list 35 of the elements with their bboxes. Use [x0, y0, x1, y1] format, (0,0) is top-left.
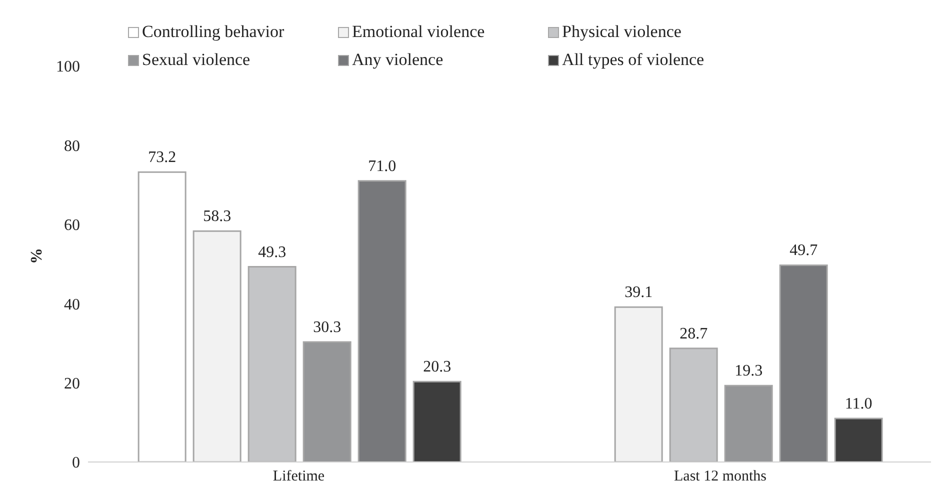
bar — [192, 230, 242, 462]
data-label: 20.3 — [423, 358, 452, 376]
y-tick-label: 20 — [64, 375, 80, 392]
x-tick-label: Last 12 months — [674, 468, 767, 485]
bar — [724, 384, 773, 462]
y-tick-label: 40 — [64, 296, 80, 314]
bar — [614, 306, 663, 462]
y-axis-title: % — [28, 248, 46, 264]
data-label: 30.3 — [313, 319, 342, 336]
data-label: 39.1 — [624, 284, 653, 302]
data-label: 73.2 — [148, 149, 176, 166]
y-tick-label: 100 — [56, 58, 80, 76]
y-tick-label: 0 — [72, 454, 80, 472]
data-label: 49.3 — [258, 244, 286, 261]
bar — [358, 180, 406, 462]
x-tick-label: Lifetime — [272, 468, 325, 485]
data-label: 19.3 — [734, 362, 763, 380]
data-label: 71.0 — [368, 158, 396, 175]
legend-label: Sexual violence — [142, 50, 250, 70]
bar — [138, 171, 186, 462]
legend-label: Controlling behavior — [142, 22, 284, 42]
legend-label: Any violence — [352, 50, 444, 70]
legend-label: Physical violence — [562, 22, 682, 42]
legend-label: Emotional violence — [352, 22, 485, 42]
bar — [834, 418, 883, 462]
bar — [412, 380, 462, 462]
bar — [779, 264, 828, 462]
data-label: 28.7 — [680, 325, 708, 342]
bar — [302, 341, 352, 462]
data-label: 58.3 — [203, 208, 232, 226]
y-tick-label: 80 — [64, 138, 80, 155]
y-tick-label: 60 — [64, 217, 80, 234]
legend-label: All types of violence — [562, 50, 704, 70]
data-label: 49.7 — [790, 242, 818, 260]
data-label: 11.0 — [844, 395, 872, 412]
